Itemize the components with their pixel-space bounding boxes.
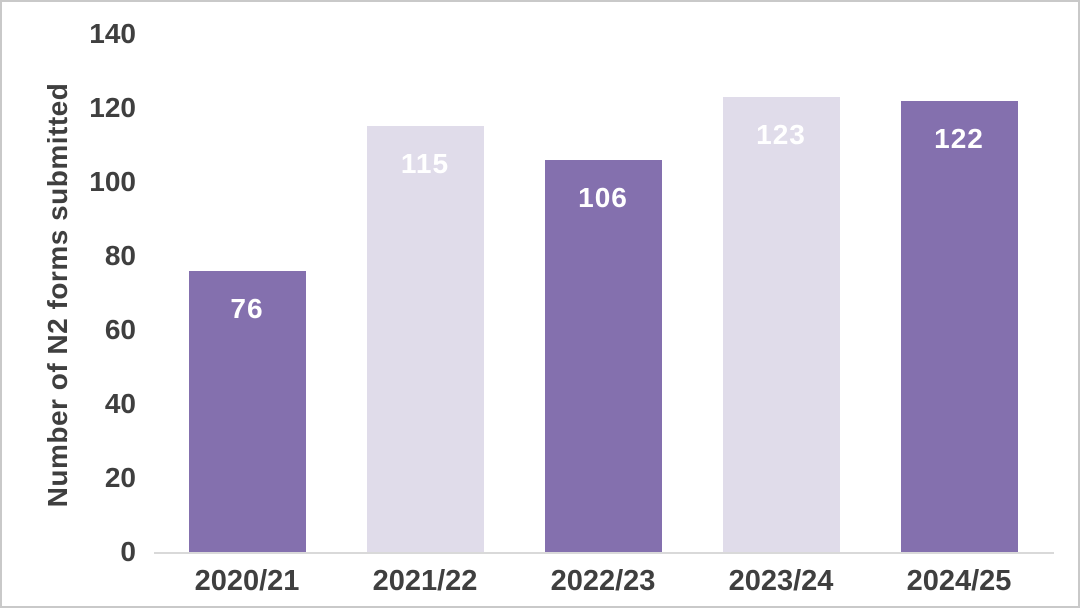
bar: 123	[722, 97, 840, 552]
bar: 76	[188, 271, 306, 552]
x-tick-label: 2023/24	[728, 565, 834, 597]
bar: 122	[900, 101, 1018, 552]
bar-value-label: 115	[400, 148, 450, 179]
y-tick-label: 0	[120, 536, 136, 567]
bar-value-label: 106	[578, 182, 628, 213]
y-tick-label: 60	[104, 314, 136, 345]
y-tick-labels: 0 20 40 60 80 100 120 140	[60, 2, 136, 606]
bar: 106	[544, 160, 662, 552]
bar-value-label: 123	[756, 119, 806, 150]
bar: 115	[366, 126, 484, 552]
y-tick-label: 140	[89, 18, 136, 49]
bar-slot: 76	[158, 34, 336, 552]
x-tick-label: 2021/22	[372, 565, 478, 597]
bar-slot: 122	[870, 34, 1048, 552]
bar-value-label: 76	[230, 293, 264, 324]
bar-slot: 115	[336, 34, 514, 552]
y-tick-label: 40	[104, 388, 136, 419]
x-tick-labels: 2020/21 2021/22 2022/23 2023/24 2024/25	[158, 564, 1048, 598]
x-axis-line	[154, 552, 1054, 554]
x-tick-label: 2024/25	[906, 565, 1012, 597]
y-tick-label: 100	[89, 166, 136, 197]
bar-value-label: 122	[934, 123, 984, 154]
y-tick-label: 80	[104, 240, 136, 271]
y-tick-label: 20	[104, 462, 136, 493]
bar-slot: 106	[514, 34, 692, 552]
y-tick-label: 120	[89, 92, 136, 123]
x-tick-label: 2020/21	[194, 565, 300, 597]
x-tick-label: 2022/23	[550, 565, 656, 597]
bar-slot: 123	[692, 34, 870, 552]
plot-area: 76 115 106 123 122	[158, 34, 1048, 552]
